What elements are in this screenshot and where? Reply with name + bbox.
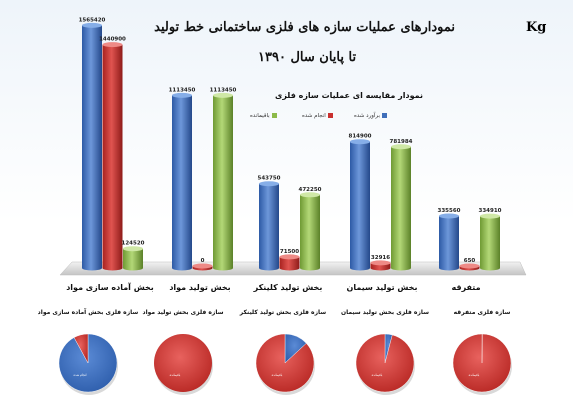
pie-title-cement: سازه فلزی بخش تولید سیمان (340, 309, 430, 316)
legend-item-done: انجام شده (302, 113, 333, 119)
bar-label-raw-done: 0 (201, 258, 205, 264)
bar-label-prep-done: 1440900 (99, 37, 126, 43)
legend-label-estimated: برآورد شده (354, 113, 380, 119)
legend-item-remaining: باقیمانده (250, 113, 277, 119)
pie-slice-prep-remaining (73, 333, 89, 364)
legend-swatch-remaining (271, 113, 277, 118)
bar-raw-estimated (172, 92, 192, 271)
pie-label-cement: باقیمانده (371, 373, 383, 377)
bar-cement-estimated (350, 139, 370, 271)
legend-label-remaining: باقیمانده (250, 113, 270, 119)
bar-cement-done (370, 260, 391, 271)
bar-misc-estimated (439, 213, 459, 271)
bar-misc-done (459, 263, 480, 271)
bar-label-prep-remaining: 124520 (122, 241, 145, 247)
bar-misc-remaining (480, 213, 500, 271)
pie-slice-raw-remaining (154, 334, 212, 392)
category-label-misc: متفرقه (451, 283, 481, 292)
unit-label: Kg (526, 20, 547, 35)
legend-item-estimated: برآورد شده (354, 113, 387, 119)
bar-labels-group: 1565420 1440900 124520 1113450 0 1113450 54375… (79, 17, 502, 264)
category-label-clinker: بخش تولید کلینکر (253, 283, 323, 292)
pie-title-clinker: سازه فلزی بخش تولید کلینکر (239, 309, 327, 316)
bar-label-clinker-remaining: 472250 (299, 187, 322, 193)
page-title-line2: تا پایان سال ۱۳۹۰ (258, 50, 357, 65)
pie-prep (58, 333, 118, 395)
bars-group (82, 22, 500, 271)
legend: برآورد شده انجام شده باقیمانده (246, 113, 396, 123)
bar-cement-remaining (391, 144, 412, 271)
pie-label-clinker: باقیمانده (271, 373, 283, 377)
bar-label-misc-done: 650 (464, 258, 476, 264)
bar-raw-done (192, 263, 213, 271)
pie-slice-cement-remaining (355, 333, 415, 393)
bar-prep-done (102, 42, 123, 271)
pie-cement (355, 333, 415, 395)
pie-title-raw: سازه فلزی بخش تولید مواد (142, 309, 224, 316)
pie-slice-misc-remaining (452, 333, 512, 393)
pie-title-misc: سازه فلزی متفرقه (453, 309, 511, 316)
category-label-raw: بخش تولید مواد (169, 283, 231, 292)
bar-label-cement-remaining: 781984 (390, 139, 413, 145)
bar-clinker-estimated (259, 181, 279, 271)
pie-label-prep: انجام شده (73, 373, 87, 377)
legend-swatch-estimated (381, 113, 387, 118)
bar-label-cement-estimated: 814900 (349, 134, 372, 140)
bar-prep-remaining (123, 246, 143, 271)
legend-label-done: انجام شده (302, 113, 326, 119)
category-label-prep: بخش آماده سازی مواد (66, 283, 154, 292)
bar-label-clinker-estimated: 543750 (258, 176, 281, 182)
pie-clinker (255, 333, 315, 395)
bar-prep-estimated (82, 22, 102, 271)
category-label-cement: بخش تولید سیمان (346, 283, 418, 292)
bar-clinker-done (279, 254, 300, 271)
pie-label-raw: باقیمانده (169, 373, 181, 377)
pie-title-prep: سازه فلزی بخش آماده سازی مواد (37, 309, 139, 316)
bar-label-cement-done: 32916 (371, 255, 390, 261)
bar-label-raw-remaining: 1113450 (210, 87, 237, 93)
chart-subtitle: نمودار مقایسه ای عملیات سازه فلزی (275, 91, 423, 100)
bar-label-clinker-done: 71500 (280, 249, 299, 255)
page-title-line1: نمودارهای عملیات سازه های فلزی ساختمانی … (154, 20, 455, 35)
pies-group (58, 333, 512, 395)
bar-clinker-remaining (300, 192, 320, 271)
bar-label-prep-estimated: 1565420 (79, 17, 106, 23)
pie-misc (452, 333, 512, 395)
bar-label-misc-remaining: 334910 (479, 208, 502, 214)
pie-slice-clinker-remaining (255, 333, 315, 393)
pie-raw (154, 334, 213, 395)
pie-label-misc: باقیمانده (468, 373, 480, 377)
bar-raw-remaining (213, 92, 233, 271)
bar-label-raw-estimated: 1113450 (169, 87, 196, 93)
legend-swatch-done (327, 113, 333, 118)
bar-label-misc-estimated: 335560 (438, 208, 461, 214)
